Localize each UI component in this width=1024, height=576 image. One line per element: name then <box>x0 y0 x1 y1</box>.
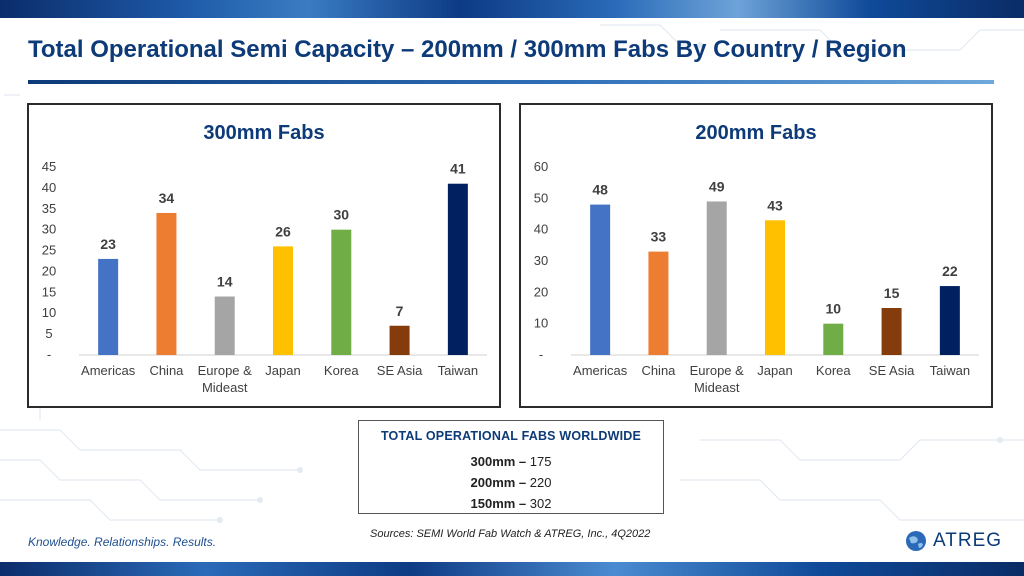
bottom-band <box>0 562 1024 576</box>
bar <box>706 201 727 355</box>
data-label: 23 <box>100 236 116 252</box>
chart-title: 300mm Fabs <box>203 122 324 144</box>
y-tick-label: - <box>47 347 51 362</box>
bar <box>447 183 468 355</box>
fab-total-label: 150mm <box>470 496 516 511</box>
fab-total-sep: – <box>515 475 530 490</box>
title-rule <box>28 80 994 84</box>
category-label: Taiwan <box>930 363 970 378</box>
bar <box>156 212 177 355</box>
data-label: 10 <box>825 301 841 317</box>
data-label: 48 <box>592 182 608 198</box>
category-label: SE Asia <box>869 363 915 378</box>
category-label: Europe & Mideast <box>690 363 745 395</box>
y-tick-label: 15 <box>42 284 56 299</box>
fab-totals-box: TOTAL OPERATIONAL FABS WORLDWIDE 300mm –… <box>358 420 664 514</box>
category-label: Korea <box>816 363 851 378</box>
data-label: 7 <box>396 303 404 319</box>
bar <box>765 220 785 355</box>
y-tick-label: 30 <box>534 253 548 268</box>
fab-total-value: 302 <box>529 496 552 511</box>
tagline: Knowledge. Relationships. Results. <box>28 535 217 549</box>
bar <box>214 296 235 355</box>
data-label: 43 <box>767 197 783 213</box>
fab-total-200mm: 200mm – 220 <box>359 472 663 493</box>
atreg-logo: ATREG <box>905 530 1002 552</box>
chart-300mm-panel: 300mm Fabs - 5 10 15 20 25 30 35 40 45 23 Americas 34… <box>27 103 501 408</box>
fab-totals-heading: TOTAL OPERATIONAL FABS WORLDWIDE <box>380 429 642 443</box>
y-tick-label: 10 <box>534 316 548 331</box>
fab-total-value: 220 <box>529 475 552 490</box>
category-label: Americas <box>573 363 628 378</box>
top-band <box>0 0 1024 18</box>
bar <box>881 308 902 355</box>
fab-total-value: 175 <box>529 454 552 469</box>
category-label: Japan <box>757 363 792 378</box>
fab-totals-lines: 300mm – 175 200mm – 220 150mm – 302 <box>359 451 663 514</box>
category-label: Korea <box>324 363 359 378</box>
category-label: China <box>149 363 184 378</box>
chart-200mm: 200mm Fabs - 10 20 30 40 50 60 48 Americas 33 China… <box>534 122 979 395</box>
fab-total-150mm: 150mm – 302 <box>359 493 663 514</box>
data-label: 41 <box>450 161 466 177</box>
globe-icon <box>906 531 926 551</box>
data-label: 30 <box>333 207 349 223</box>
y-tick-label: - <box>539 347 543 362</box>
category-label: Japan <box>265 363 300 378</box>
bar <box>98 258 119 355</box>
bar <box>389 325 410 355</box>
y-tick-label: 50 <box>534 190 548 205</box>
y-tick-label: 5 <box>45 326 52 341</box>
data-label: 14 <box>217 274 233 290</box>
bar <box>939 286 960 355</box>
y-tick-label: 10 <box>42 305 56 320</box>
data-label: 49 <box>709 178 725 194</box>
bar <box>273 246 293 355</box>
data-label: 15 <box>884 285 900 301</box>
y-tick-label: 20 <box>42 263 56 278</box>
sources-note: Sources: SEMI World Fab Watch & ATREG, I… <box>370 528 651 540</box>
chart-200mm-panel: 200mm Fabs - 10 20 30 40 50 60 48 Americas 33 China… <box>519 103 993 408</box>
fab-total-300mm: 300mm – 175 <box>359 451 663 472</box>
fab-total-sep: – <box>515 496 530 511</box>
category-label: Taiwan <box>438 363 478 378</box>
data-label: 33 <box>651 229 667 245</box>
y-tick-label: 60 <box>534 159 548 174</box>
chart-title: 200mm Fabs <box>695 122 816 144</box>
fab-total-sep: – <box>515 454 530 469</box>
data-label: 34 <box>159 190 175 206</box>
category-label: SE Asia <box>377 363 423 378</box>
y-tick-label: 45 <box>42 159 56 174</box>
category-label: China <box>641 363 676 378</box>
y-tick-label: 40 <box>42 180 56 195</box>
chart-300mm: 300mm Fabs - 5 10 15 20 25 30 35 40 45 23 Americas 34… <box>42 122 487 395</box>
data-label: 26 <box>275 223 291 239</box>
page-title: Total Operational Semi Capacity – 200mm … <box>28 36 907 63</box>
category-label: Americas <box>81 363 136 378</box>
category-label: Europe & Mideast <box>198 363 253 395</box>
y-tick-label: 35 <box>42 201 56 216</box>
y-tick-label: 20 <box>534 284 548 299</box>
y-tick-label: 30 <box>42 222 56 237</box>
fab-total-label: 300mm <box>470 454 516 469</box>
bar <box>823 323 844 355</box>
bar <box>590 204 611 355</box>
data-label: 22 <box>942 263 958 279</box>
y-tick-label: 40 <box>534 222 548 237</box>
bar <box>331 229 352 355</box>
brand-name: ATREG <box>933 530 1003 551</box>
y-tick-label: 25 <box>42 243 56 258</box>
fab-total-label: 200mm <box>470 475 516 490</box>
bar <box>648 251 669 355</box>
